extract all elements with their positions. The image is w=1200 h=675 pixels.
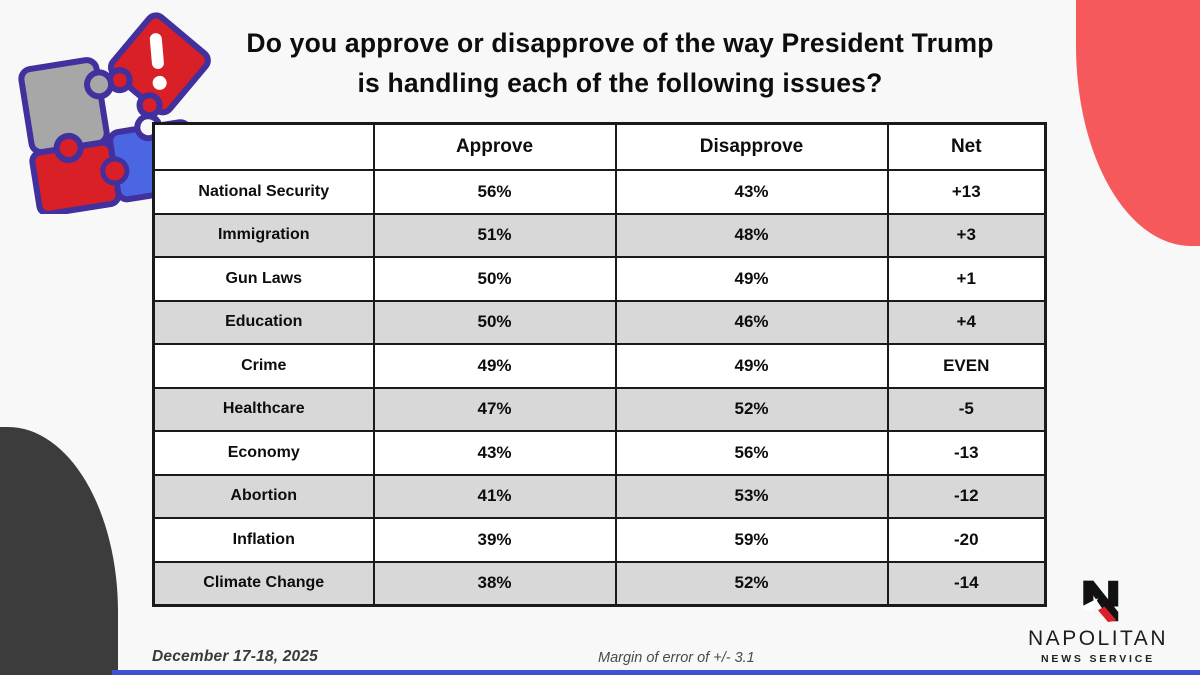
disapprove-cell: 49% xyxy=(614,343,889,389)
poll-results-table: Approve Disapprove Net National Security… xyxy=(152,122,1047,607)
disapprove-cell: 59% xyxy=(614,517,889,563)
table-row: National Security 56% 43% +13 xyxy=(152,169,1047,215)
table-row: Immigration 51% 48% +3 xyxy=(152,212,1047,258)
net-cell: +4 xyxy=(886,299,1047,345)
net-cell: EVEN xyxy=(886,343,1047,389)
issue-cell: Crime xyxy=(152,343,375,389)
approve-cell: 41% xyxy=(372,473,617,519)
page-title: Do you approve or disapprove of the way … xyxy=(205,24,1035,104)
header-approve-cell: Approve xyxy=(372,122,617,171)
issue-cell: Gun Laws xyxy=(152,256,375,302)
approve-cell: 50% xyxy=(372,256,617,302)
corner-red-blob xyxy=(1076,0,1200,246)
disapprove-cell: 49% xyxy=(614,256,889,302)
napolitan-logo: NAPOLITAN NEWS SERVICE xyxy=(1018,577,1178,665)
approve-cell: 47% xyxy=(372,386,617,432)
corner-dark-blob xyxy=(0,427,118,675)
issue-cell: Education xyxy=(152,299,375,345)
issue-cell: National Security xyxy=(152,169,375,215)
disapprove-cell: 52% xyxy=(614,560,889,607)
issue-cell: Abortion xyxy=(152,473,375,519)
poll-date: December 17-18, 2025 xyxy=(152,648,319,665)
header-net-cell: Net xyxy=(886,122,1047,171)
logo-wordmark: NAPOLITAN xyxy=(1028,627,1168,650)
net-cell: -14 xyxy=(886,560,1047,607)
bottom-accent-bar xyxy=(112,670,1200,675)
issue-cell: Inflation xyxy=(152,517,375,563)
table-row: Inflation 39% 59% -20 xyxy=(152,517,1047,563)
table-row: Healthcare 47% 52% -5 xyxy=(152,386,1047,432)
disapprove-cell: 53% xyxy=(614,473,889,519)
header-issue-cell xyxy=(152,122,375,171)
approve-cell: 39% xyxy=(372,517,617,563)
approve-cell: 43% xyxy=(372,430,617,476)
approve-cell: 51% xyxy=(372,212,617,258)
header-disapprove-cell: Disapprove xyxy=(614,122,889,171)
issue-cell: Climate Change xyxy=(152,560,375,607)
table-row: Economy 43% 56% -13 xyxy=(152,430,1047,476)
page-title-text: Do you approve or disapprove of the way … xyxy=(246,28,994,98)
issue-cell: Healthcare xyxy=(152,386,375,432)
table-row: Crime 49% 49% EVEN xyxy=(152,343,1047,389)
net-cell: -20 xyxy=(886,517,1047,563)
poll-table-body: National Security 56% 43% +13 Immigration 51%… xyxy=(152,169,1047,607)
net-cell: +1 xyxy=(886,256,1047,302)
approve-cell: 38% xyxy=(372,560,617,607)
disapprove-cell: 56% xyxy=(614,430,889,476)
net-cell: +3 xyxy=(886,212,1047,258)
disapprove-cell: 48% xyxy=(614,212,889,258)
table-row: Abortion 41% 53% -12 xyxy=(152,473,1047,519)
margin-of-error: Margin of error of +/- 3.1 xyxy=(598,650,755,666)
table-row: Gun Laws 50% 49% +1 xyxy=(152,256,1047,302)
approve-cell: 56% xyxy=(372,169,617,215)
issue-cell: Economy xyxy=(152,430,375,476)
disapprove-cell: 52% xyxy=(614,386,889,432)
net-cell: +13 xyxy=(886,169,1047,215)
logo-tagline: NEWS SERVICE xyxy=(1041,653,1155,665)
approve-cell: 50% xyxy=(372,299,617,345)
table-header-row: Approve Disapprove Net xyxy=(152,122,1047,171)
napolitan-logo-icon xyxy=(1083,580,1119,623)
disapprove-cell: 43% xyxy=(614,169,889,215)
net-cell: -12 xyxy=(886,473,1047,519)
net-cell: -13 xyxy=(886,430,1047,476)
table-row: Education 50% 46% +4 xyxy=(152,299,1047,345)
approve-cell: 49% xyxy=(372,343,617,389)
table-row: Climate Change 38% 52% -14 xyxy=(152,560,1047,607)
issue-cell: Immigration xyxy=(152,212,375,258)
net-cell: -5 xyxy=(886,386,1047,432)
disapprove-cell: 46% xyxy=(614,299,889,345)
